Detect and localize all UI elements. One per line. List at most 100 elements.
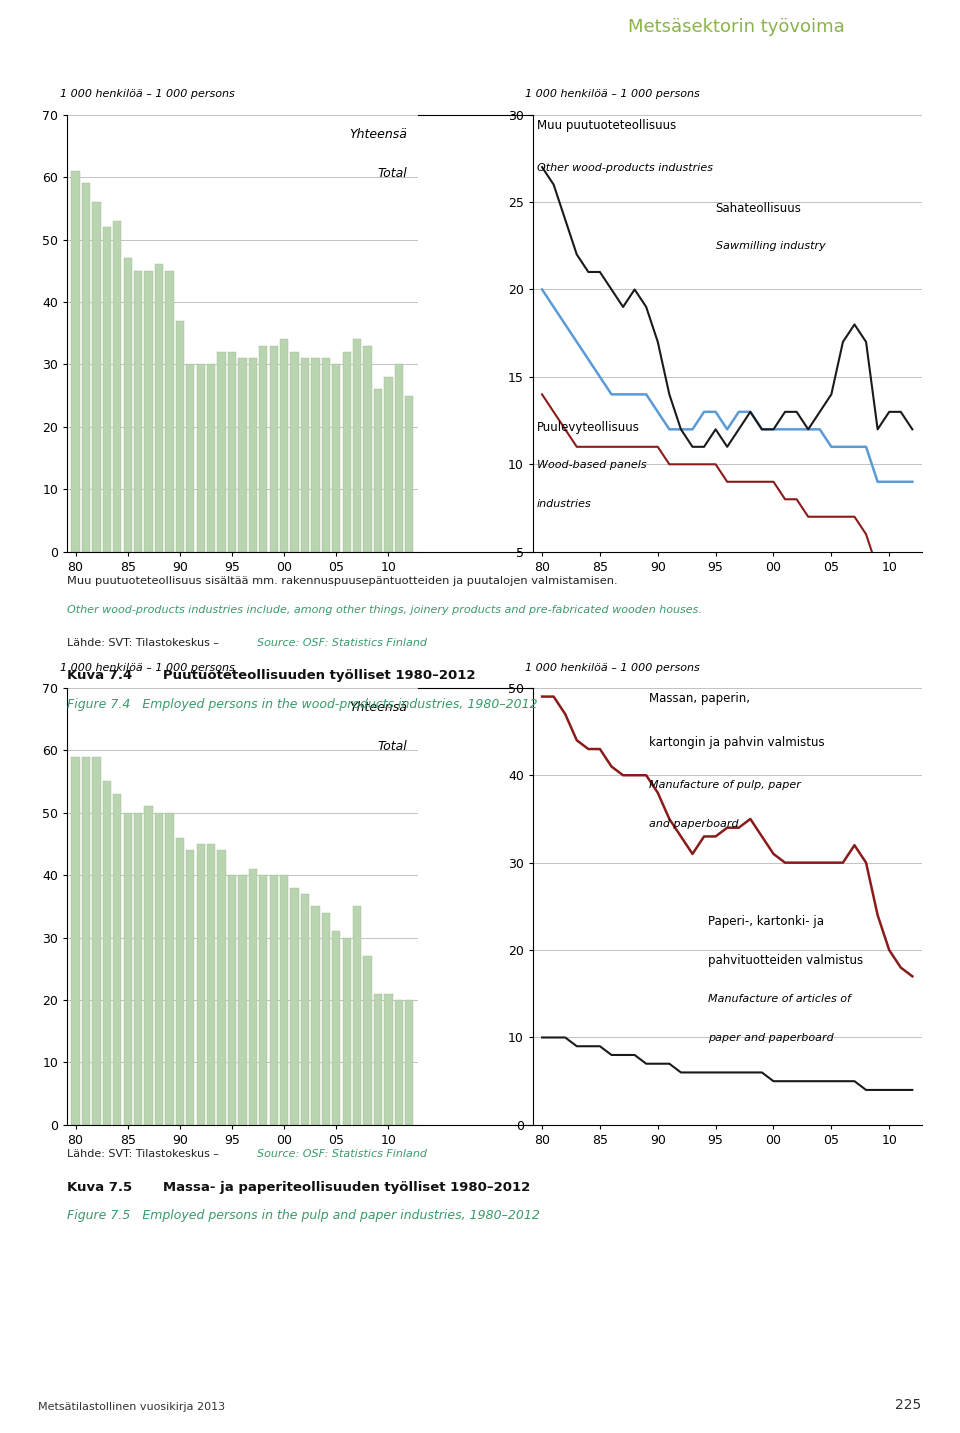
- Bar: [71, 757, 80, 1125]
- Bar: [373, 995, 382, 1125]
- Text: Kuva 7.5: Kuva 7.5: [67, 1181, 132, 1194]
- Bar: [249, 358, 257, 552]
- Bar: [217, 353, 226, 552]
- Text: Source: OSF: Statistics Finland: Source: OSF: Statistics Finland: [257, 638, 427, 648]
- Text: Puulevyteollisuus: Puulevyteollisuus: [537, 421, 639, 434]
- Bar: [186, 364, 195, 552]
- Text: 1 000 henkilöä – 1 000 persons: 1 000 henkilöä – 1 000 persons: [525, 662, 700, 672]
- Bar: [113, 794, 121, 1125]
- Text: 1 000 henkilöä – 1 000 persons: 1 000 henkilöä – 1 000 persons: [525, 89, 700, 99]
- Bar: [290, 353, 299, 552]
- Bar: [228, 876, 236, 1125]
- Bar: [270, 876, 277, 1125]
- Bar: [343, 937, 350, 1125]
- Text: paper and paperboard: paper and paperboard: [708, 1033, 833, 1043]
- Bar: [364, 956, 372, 1125]
- Bar: [270, 345, 277, 552]
- Text: Total: Total: [377, 168, 407, 181]
- Bar: [134, 271, 142, 552]
- Bar: [113, 221, 121, 552]
- Text: Massan, paperin,: Massan, paperin,: [650, 692, 751, 705]
- Bar: [343, 353, 350, 552]
- Bar: [322, 913, 330, 1125]
- Bar: [384, 995, 393, 1125]
- Bar: [364, 345, 372, 552]
- Bar: [259, 876, 268, 1125]
- Text: Kuva 7.4: Kuva 7.4: [67, 669, 132, 682]
- Bar: [322, 358, 330, 552]
- Text: industries: industries: [537, 499, 591, 509]
- Bar: [405, 1000, 414, 1125]
- Text: Other wood-products industries include, among other things, joinery products and: Other wood-products industries include, …: [67, 605, 702, 615]
- Bar: [311, 907, 320, 1125]
- Bar: [332, 364, 341, 552]
- Bar: [384, 377, 393, 552]
- Bar: [238, 876, 247, 1125]
- Bar: [238, 358, 247, 552]
- Text: Yhteensä: Yhteensä: [349, 128, 407, 140]
- Text: 225: 225: [896, 1397, 922, 1412]
- Text: Source: OSF: Statistics Finland: Source: OSF: Statistics Finland: [257, 1149, 427, 1159]
- Bar: [311, 358, 320, 552]
- Text: 7: 7: [888, 13, 905, 37]
- Bar: [207, 844, 215, 1125]
- Text: Metsätilastollinen vuosikirja 2013: Metsätilastollinen vuosikirja 2013: [38, 1401, 226, 1412]
- Text: 1 000 henkilöä – 1 000 persons: 1 000 henkilöä – 1 000 persons: [60, 662, 235, 672]
- Bar: [197, 364, 204, 552]
- Bar: [103, 781, 111, 1125]
- Bar: [103, 226, 111, 552]
- Text: Manufacture of articles of: Manufacture of articles of: [708, 995, 851, 1003]
- Bar: [144, 807, 153, 1125]
- Bar: [82, 183, 90, 552]
- Text: Paperi-, kartonki- ja: Paperi-, kartonki- ja: [708, 916, 824, 929]
- Bar: [176, 321, 184, 552]
- Bar: [176, 838, 184, 1125]
- Text: kartongin ja pahvin valmistus: kartongin ja pahvin valmistus: [650, 737, 825, 749]
- Text: Yhteensä: Yhteensä: [349, 701, 407, 714]
- Bar: [124, 258, 132, 552]
- Text: and paperboard: and paperboard: [650, 820, 739, 828]
- Bar: [82, 757, 90, 1125]
- Bar: [373, 390, 382, 552]
- Bar: [92, 757, 101, 1125]
- Text: Sawmilling industry: Sawmilling industry: [715, 241, 826, 251]
- Bar: [395, 364, 403, 552]
- Bar: [134, 813, 142, 1125]
- Text: Puutuoteteollisuuden työlliset 1980–2012: Puutuoteteollisuuden työlliset 1980–2012: [149, 669, 475, 682]
- Bar: [207, 364, 215, 552]
- Text: Sahateollisuus: Sahateollisuus: [715, 202, 802, 215]
- Bar: [197, 844, 204, 1125]
- Bar: [92, 202, 101, 552]
- Text: Manufacture of pulp, paper: Manufacture of pulp, paper: [650, 780, 802, 790]
- Bar: [395, 1000, 403, 1125]
- Bar: [71, 171, 80, 552]
- Text: Massa- ja paperiteollisuuden työlliset 1980–2012: Massa- ja paperiteollisuuden työlliset 1…: [149, 1181, 530, 1194]
- Bar: [280, 340, 288, 552]
- Text: Wood-based panels: Wood-based panels: [537, 460, 646, 470]
- Bar: [332, 931, 341, 1125]
- Text: Muu puutuoteteollisuus: Muu puutuoteteollisuus: [537, 119, 676, 132]
- Bar: [144, 271, 153, 552]
- Bar: [165, 271, 174, 552]
- Text: Figure 7.4   Employed persons in the wood-products industries, 1980–2012: Figure 7.4 Employed persons in the wood-…: [67, 698, 538, 711]
- Bar: [353, 340, 361, 552]
- Bar: [165, 813, 174, 1125]
- Bar: [300, 894, 309, 1125]
- Bar: [280, 876, 288, 1125]
- Bar: [228, 353, 236, 552]
- Bar: [186, 850, 195, 1125]
- Text: 1 000 henkilöä – 1 000 persons: 1 000 henkilöä – 1 000 persons: [60, 89, 235, 99]
- Bar: [300, 358, 309, 552]
- Bar: [155, 265, 163, 552]
- Bar: [405, 396, 414, 552]
- Bar: [290, 887, 299, 1125]
- Text: Total: Total: [377, 741, 407, 754]
- Text: Other wood-products industries: Other wood-products industries: [537, 163, 712, 173]
- Text: Metsäsektorin työvoima: Metsäsektorin työvoima: [628, 19, 845, 36]
- Bar: [155, 813, 163, 1125]
- Bar: [259, 345, 268, 552]
- Text: pahvituotteiden valmistus: pahvituotteiden valmistus: [708, 954, 863, 967]
- Text: Lähde: SVT: Tilastokeskus –: Lähde: SVT: Tilastokeskus –: [67, 638, 223, 648]
- Bar: [124, 813, 132, 1125]
- Text: Lähde: SVT: Tilastokeskus –: Lähde: SVT: Tilastokeskus –: [67, 1149, 223, 1159]
